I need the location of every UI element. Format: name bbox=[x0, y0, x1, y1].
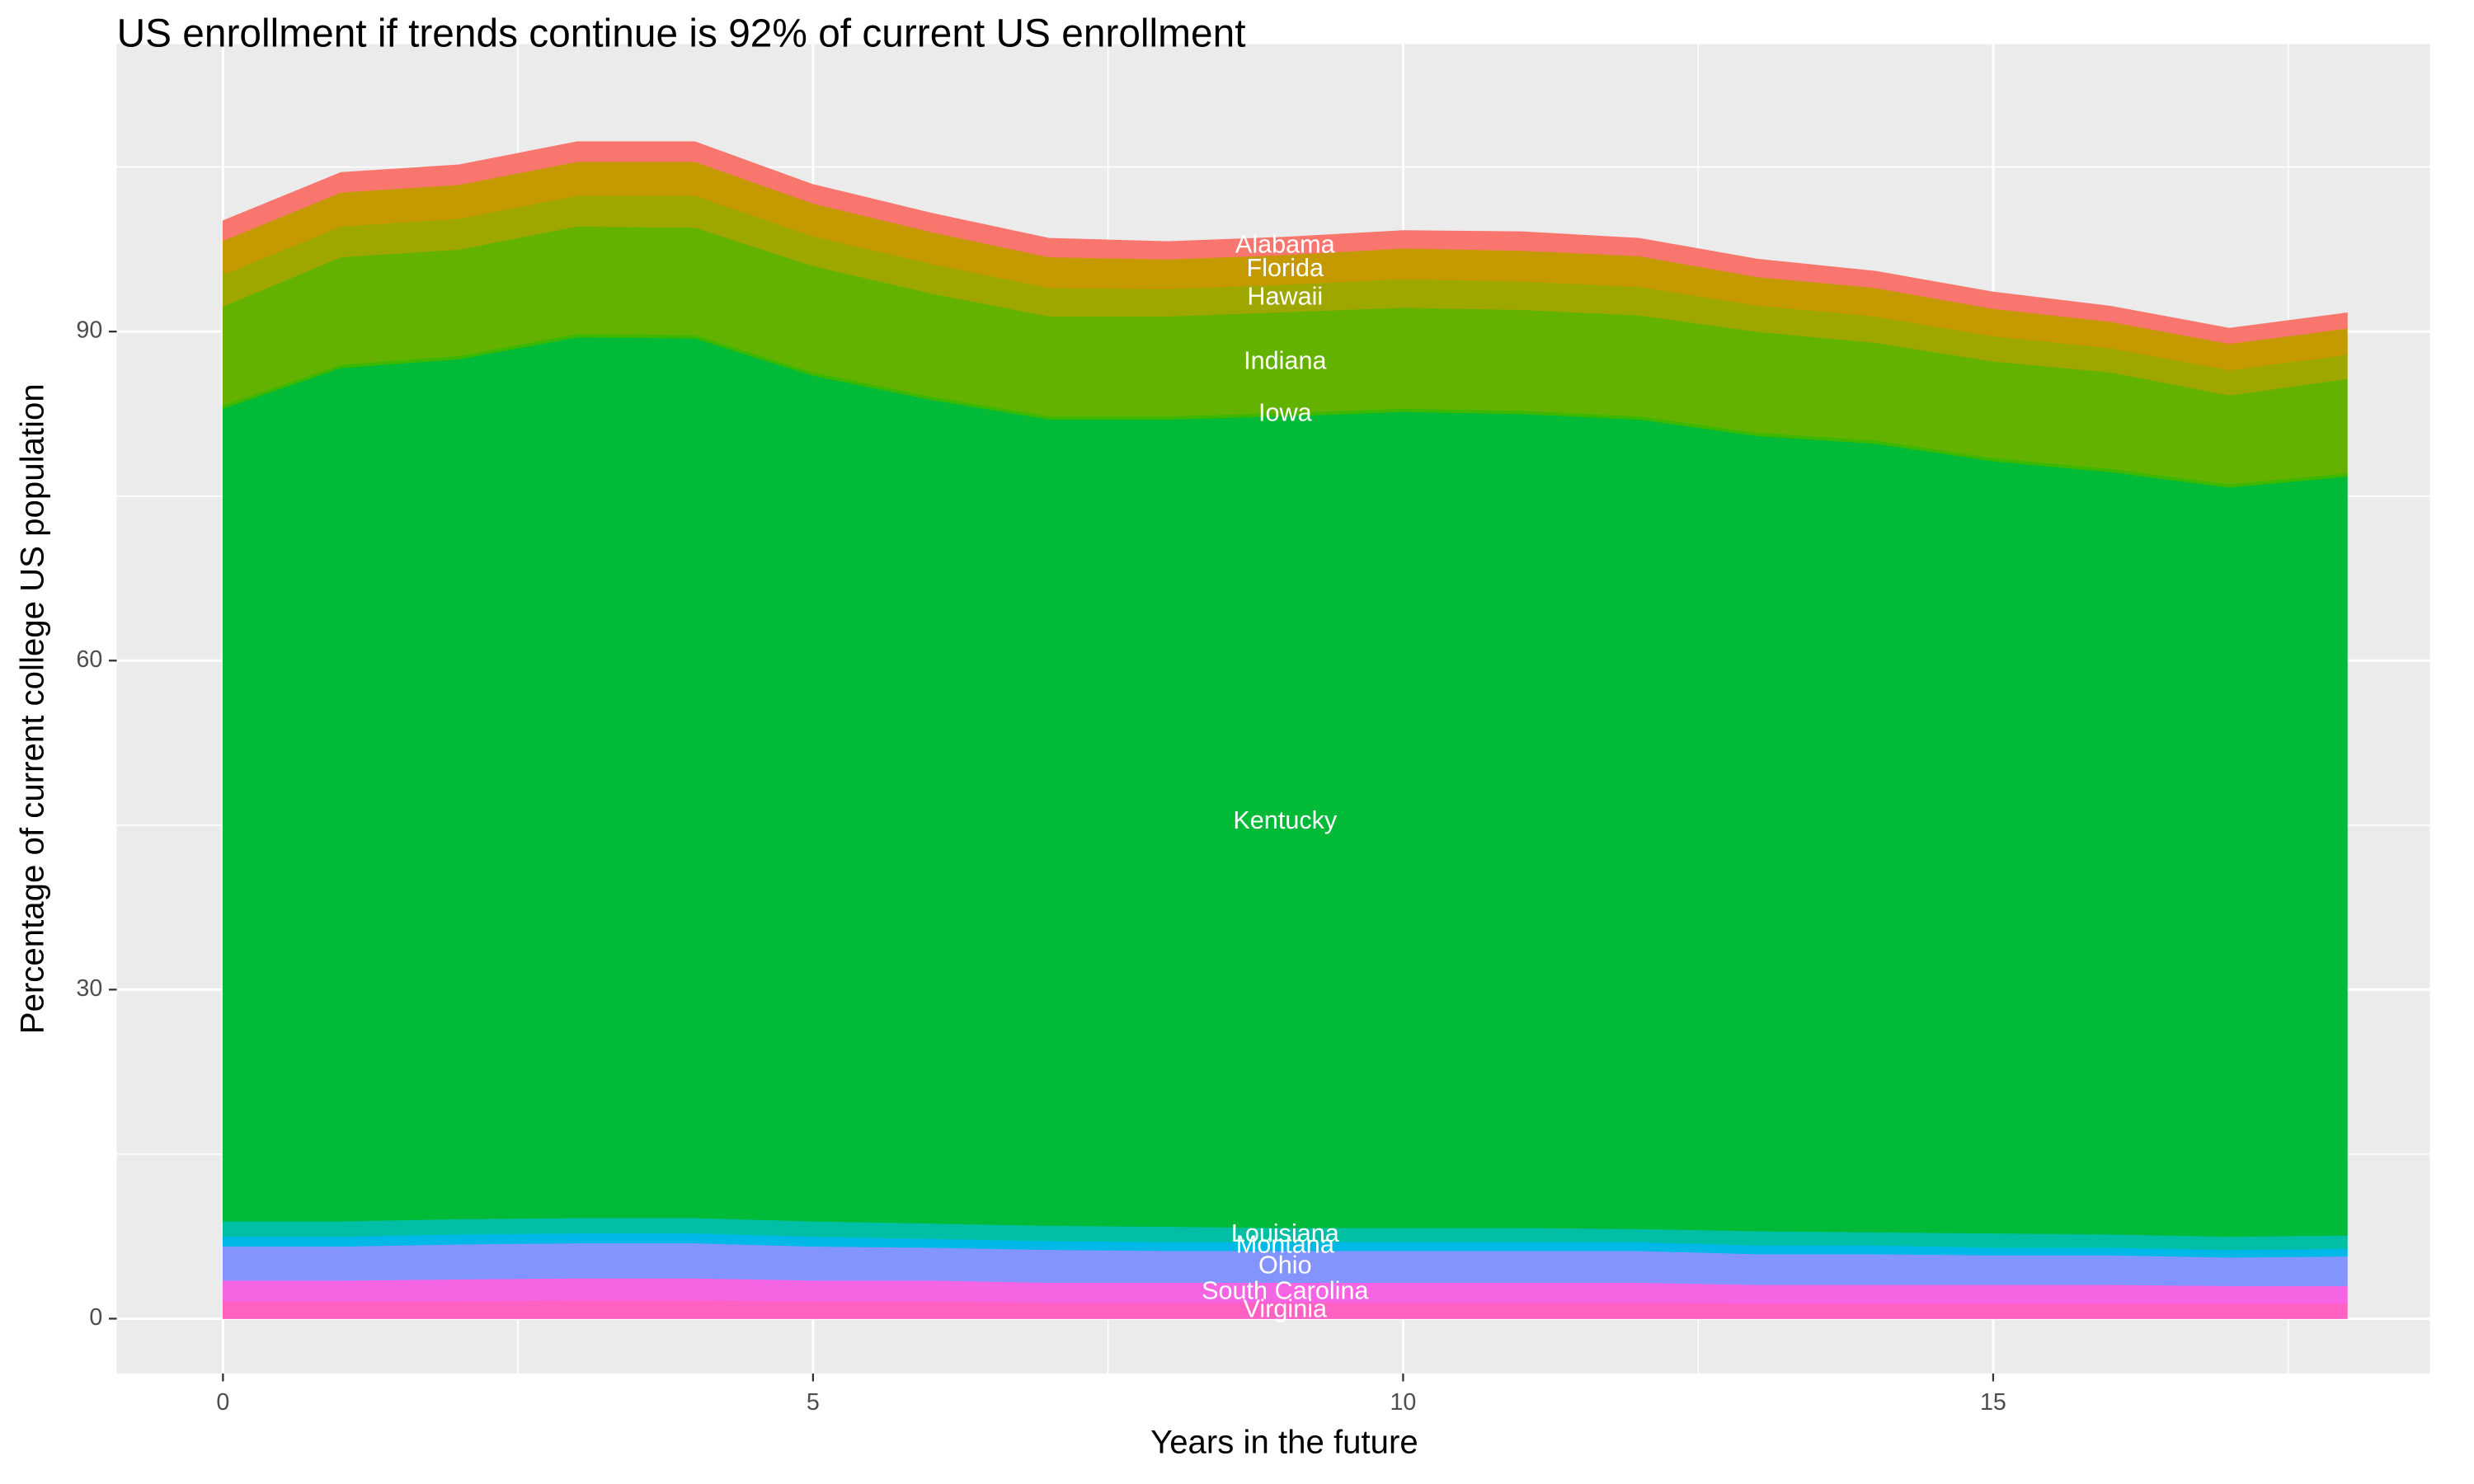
y-axis-title: Percentage of current college US populat… bbox=[14, 383, 51, 1034]
series-label: Alabama bbox=[1235, 230, 1336, 258]
y-tick-label: 30 bbox=[76, 975, 102, 1002]
area bbox=[222, 141, 2348, 345]
y-tick-label: 60 bbox=[76, 646, 102, 673]
series-label: Hawaii bbox=[1247, 283, 1323, 311]
series-label: Iowa bbox=[1258, 399, 1313, 427]
x-axis-title: Years in the future bbox=[1150, 1424, 1418, 1461]
axes: 0 5 10 15 0 30 60 90 bbox=[76, 317, 2006, 1416]
y-tick-label: 0 bbox=[89, 1304, 102, 1331]
series-label: Louisiana bbox=[1231, 1219, 1340, 1247]
y-tick-label: 90 bbox=[76, 317, 102, 344]
chart-title: US enrollment if trends continue is 92% … bbox=[117, 12, 1246, 56]
series-label: South Carolina bbox=[1202, 1277, 1369, 1305]
x-tick-label: 10 bbox=[1390, 1389, 1416, 1416]
series-label: Florida bbox=[1247, 254, 1324, 282]
x-tick-label: 0 bbox=[216, 1389, 229, 1416]
x-tick-label: 5 bbox=[807, 1389, 820, 1416]
x-tick-label: 15 bbox=[1980, 1389, 2006, 1416]
series-label: Virginia bbox=[1244, 1295, 1328, 1323]
series-label: Montana bbox=[1236, 1231, 1335, 1259]
areas bbox=[222, 141, 2348, 1319]
series-label: Ohio bbox=[1258, 1251, 1312, 1279]
area bbox=[222, 336, 2348, 1237]
series-label: Indiana bbox=[1244, 346, 1327, 374]
series-label: Kentucky bbox=[1233, 806, 1338, 834]
